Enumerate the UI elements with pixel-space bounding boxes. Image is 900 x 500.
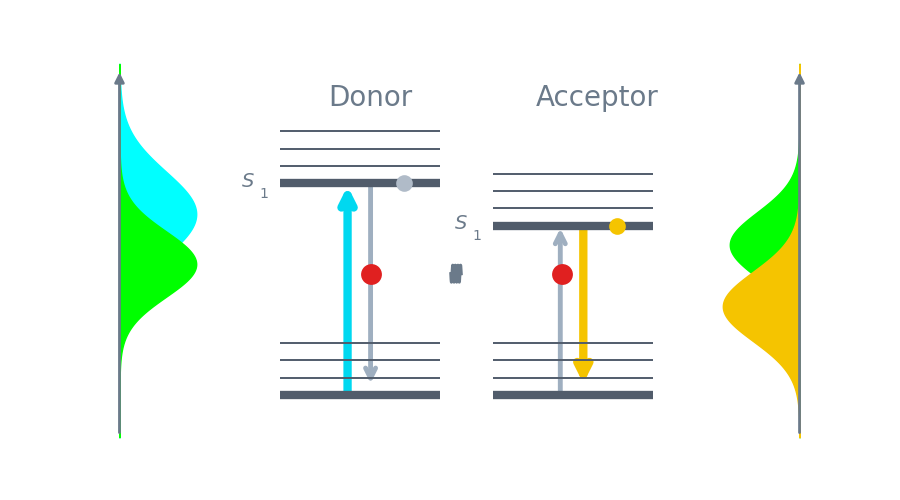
Text: Donor: Donor: [328, 84, 413, 112]
Text: 1: 1: [472, 230, 481, 243]
Text: S: S: [242, 172, 255, 191]
Text: Acceptor: Acceptor: [536, 84, 659, 112]
Text: 1: 1: [259, 187, 268, 201]
Text: S: S: [455, 214, 467, 233]
